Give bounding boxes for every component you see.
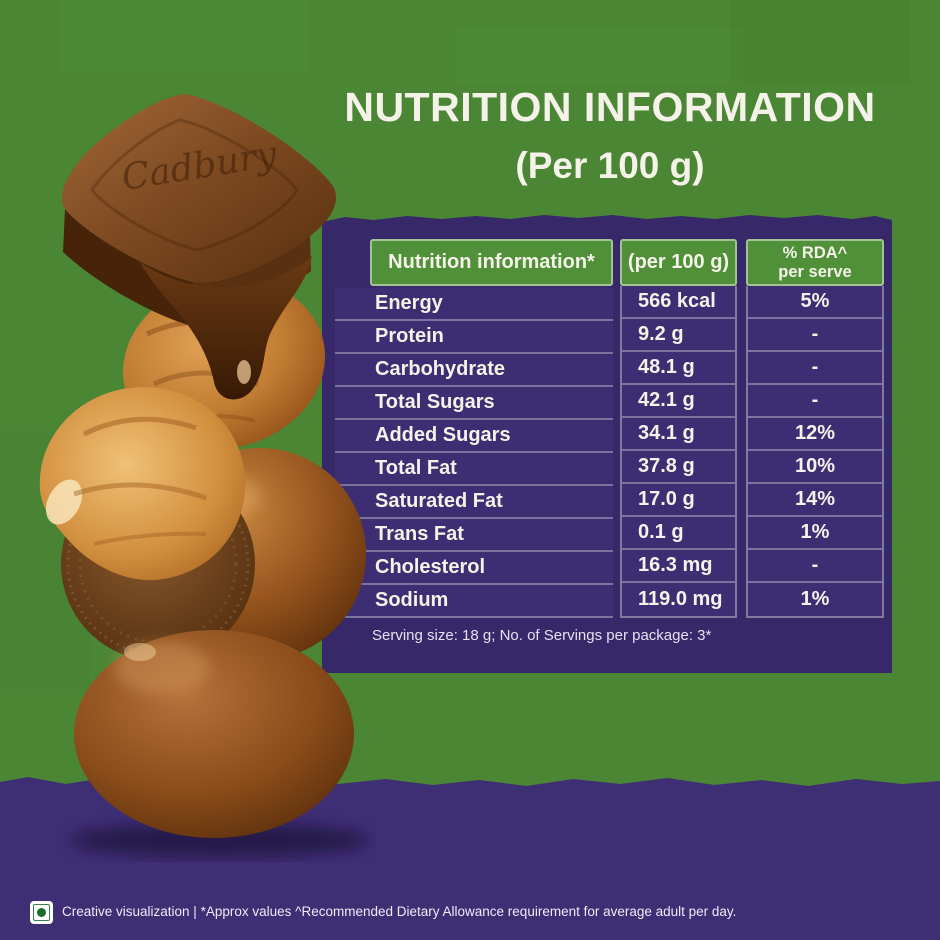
- per100g-value-cell: 0.1 g: [622, 517, 735, 550]
- chocolate-chunk: Cadbury: [61, 94, 337, 326]
- rda-value-cell: -: [748, 352, 882, 385]
- per100g-value-cell: 17.0 g: [622, 484, 735, 517]
- per100g-value-cell: 566 kcal: [622, 286, 735, 319]
- rda-value-cell: -: [748, 385, 882, 418]
- column-header-rda: % RDA^ per serve: [746, 239, 884, 286]
- page-title: NUTRITION INFORMATION (Per 100 g): [310, 84, 910, 187]
- per100g-value-cell: 34.1 g: [622, 418, 735, 451]
- nutrient-label-cell: Total Sugars: [335, 387, 613, 420]
- rda-value-cell: 12%: [748, 418, 882, 451]
- nutrient-label-cell: Sodium: [335, 585, 613, 618]
- per100g-value-cell: 42.1 g: [622, 385, 735, 418]
- nutrient-label-cell: Energy: [335, 288, 613, 321]
- per100g-column: 566 kcal 9.2 g 48.1 g 42.1 g 34.1 g 37.8…: [620, 286, 737, 618]
- column-header-nutrient: Nutrition information*: [370, 239, 613, 286]
- nutrient-column: Energy Protein Carbohydrate Total Sugars…: [335, 288, 613, 618]
- rda-value-cell: 10%: [748, 451, 882, 484]
- rda-value-cell: 1%: [748, 517, 882, 550]
- chocolate-egg: [74, 630, 354, 838]
- serving-size-note: Serving size: 18 g; No. of Servings per …: [372, 627, 712, 644]
- rda-column: 5% - - - 12% 10% 14% 1% - 1%: [746, 286, 884, 618]
- nutrient-label-cell: Trans Fat: [335, 519, 613, 552]
- rda-header-line-2: per serve: [778, 262, 852, 281]
- title-line-2: (Per 100 g): [515, 145, 705, 186]
- rda-value-cell: -: [748, 319, 882, 352]
- background-patch: [730, 0, 910, 84]
- per100g-value-cell: 9.2 g: [622, 319, 735, 352]
- rda-value-cell: 14%: [748, 484, 882, 517]
- rda-value-cell: 5%: [748, 286, 882, 319]
- per100g-value-cell: 48.1 g: [622, 352, 735, 385]
- per100g-value-cell: 16.3 mg: [622, 550, 735, 583]
- rda-value-cell: 1%: [748, 583, 882, 616]
- nutrient-label-cell: Added Sugars: [335, 420, 613, 453]
- rda-value-cell: -: [748, 550, 882, 583]
- nutrient-label-cell: Cholesterol: [335, 552, 613, 585]
- product-image: Cadbury: [39, 94, 368, 857]
- background-patch: [60, 0, 310, 72]
- nutrient-label-cell: Total Fat: [335, 453, 613, 486]
- nutrient-label-cell: Saturated Fat: [335, 486, 613, 519]
- rda-header-line-1: % RDA^: [782, 244, 848, 263]
- per100g-value-cell: 37.8 g: [622, 451, 735, 484]
- background-patch: [455, 28, 745, 84]
- nutrition-panel: Nutrition information* (per 100 g) % RDA…: [322, 215, 892, 673]
- nutrient-label-cell: Carbohydrate: [335, 354, 613, 387]
- veg-icon: [30, 901, 53, 924]
- per100g-value-cell: 119.0 mg: [622, 583, 735, 616]
- veg-icon-dot: [37, 908, 46, 917]
- nutrient-label-cell: Protein: [335, 321, 613, 354]
- title-line-1: NUTRITION INFORMATION: [344, 84, 876, 130]
- column-header-per-100g: (per 100 g): [620, 239, 737, 286]
- veg-icon-frame: [33, 904, 50, 921]
- hazelnut-kernel: [39, 386, 246, 581]
- egg-shadow: [72, 823, 368, 857]
- disclaimer-text: Creative visualization | *Approx values …: [62, 904, 737, 919]
- chocolate-drip: [140, 256, 312, 400]
